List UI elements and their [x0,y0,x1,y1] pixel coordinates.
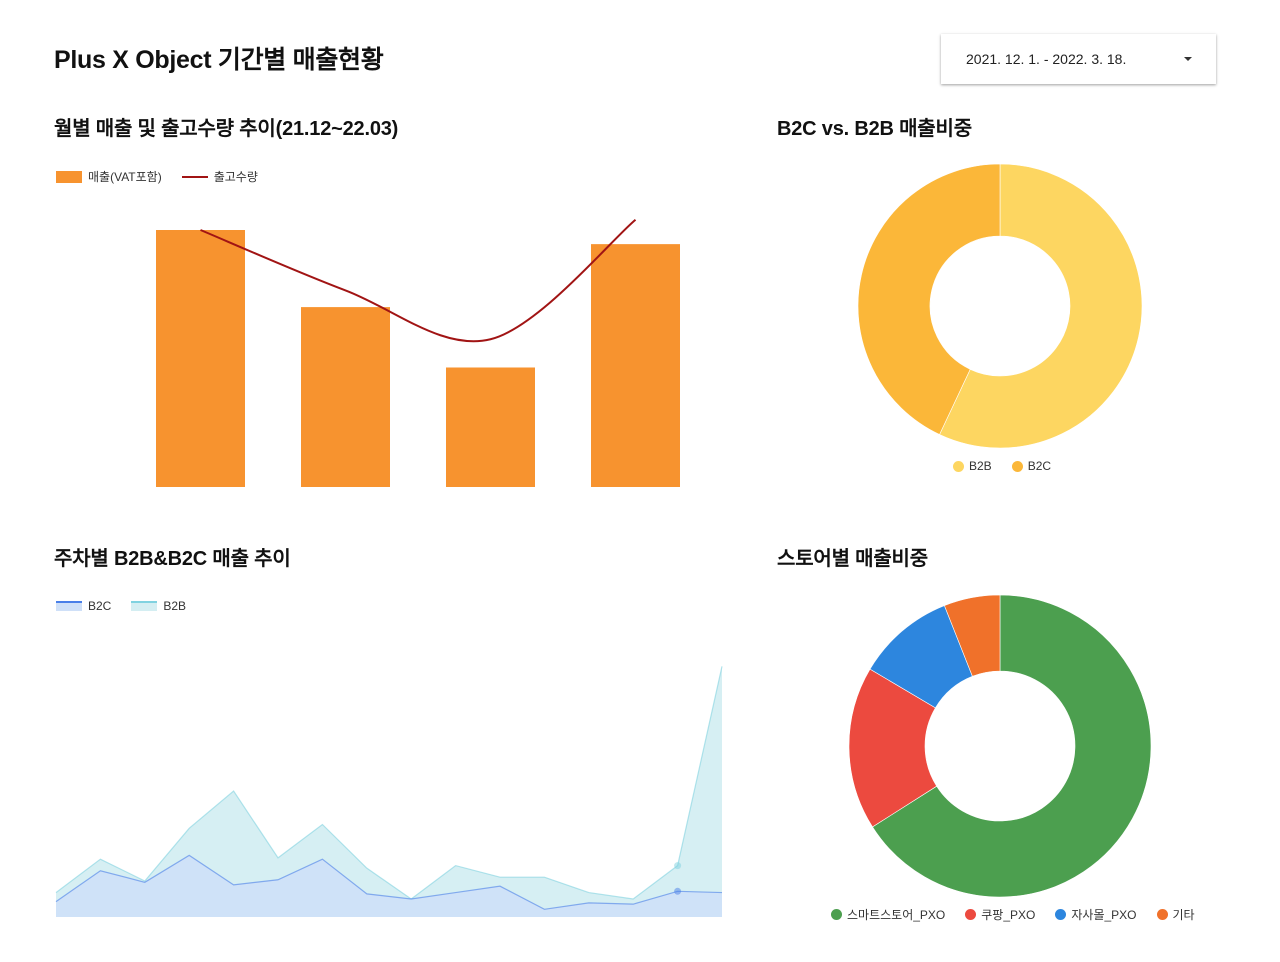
legend-item-etc[interactable]: 기타 [1156,906,1195,923]
store-chart-title: 스토어별 매출비중 [777,548,928,570]
chevron-down-icon[interactable] [1184,57,1192,61]
legend-label-b2c-share: B2C [1027,459,1052,473]
legend-dot-b2b [953,460,964,472]
point-b2b-w15 [674,862,682,870]
legend-dot-smartstore [831,909,842,920]
weekly-legend: B2C B2B [56,599,186,613]
date-range-text: 2021. 12. 1. - 2022. 3. 18. [966,51,1127,67]
legend-item-coupang[interactable]: 쿠팡_PXO [965,906,1035,923]
b2c-b2b-legend: B2B B2C [953,459,1051,473]
legend-label-b2b-share: B2B [969,459,992,473]
legend-label-ownmall: 자사몰_PXO [1071,908,1137,922]
legend-label-etc: 기타 [1172,908,1195,922]
line-b2b [55,666,723,900]
legend-label-shipments: 출고수량 [213,170,258,184]
legend-item-b2b[interactable]: B2B [131,599,186,613]
b2c-b2b-donut-chart [857,163,1143,449]
legend-label-sales: 매출(VAT포함) [88,170,162,184]
legend-item-b2c-share[interactable]: B2C [1011,459,1052,473]
slice-1 [857,163,1001,435]
legend-dot-ownmall [1055,909,1067,920]
store-legend: 스마트스토어_PXO 쿠팡_PXO 자사몰_PXO 기타 [831,906,1195,923]
weekly-area-chart [55,666,723,917]
monthly-chart-title: 월별 매출 및 출고수량 추이(21.12~22.03) [54,118,399,140]
legend-item-sales[interactable]: 매출(VAT포함) [56,168,162,185]
date-range-picker[interactable]: 2021. 12. 1. - 2022. 3. 18. [941,34,1216,84]
bar-22.01 [301,307,390,487]
legend-label-b2b: B2B [163,599,187,613]
legend-item-b2b-share[interactable]: B2B [953,459,992,473]
b2c-b2b-chart-title: B2C vs. B2B 매출비중 [777,118,972,140]
bar-21.12 [156,230,245,487]
legend-label-coupang: 쿠팡_PXO [981,908,1036,922]
point-b2c-w15 [674,887,682,895]
area-b2b [56,666,722,917]
legend-swatch-b2c [56,601,82,611]
store-donut-chart [848,594,1152,898]
slice-3 [944,594,1001,677]
monthly-legend: 매출(VAT포함) 출고수량 [56,168,258,185]
bar-22.03 [591,244,680,487]
page-title: Plus X Object 기간별 매출현황 [54,46,384,74]
slice-1 [848,668,938,828]
legend-swatch-shipments [181,175,208,178]
area-b2c [56,855,722,917]
legend-swatch-sales [56,170,82,183]
legend-item-shipments[interactable]: 출고수량 [181,168,258,185]
monthly-combo-chart [156,218,680,487]
legend-dot-etc [1156,909,1168,920]
legend-item-b2c[interactable]: B2C [56,599,111,613]
legend-item-ownmall[interactable]: 자사몰_PXO [1055,906,1137,923]
slice-0 [872,594,1152,898]
legend-swatch-b2b [131,601,158,611]
legend-label-smartstore: 스마트스토어_PXO [847,908,946,922]
legend-dot-b2c [1011,460,1023,472]
bar-22.02 [446,367,535,487]
shipments-line [200,218,637,343]
slice-0 [939,163,1143,449]
line-b2c [55,854,723,910]
legend-label-b2c: B2C [88,599,112,613]
legend-item-smartstore[interactable]: 스마트스토어_PXO [831,906,945,923]
legend-dot-coupang [965,909,977,920]
weekly-chart-title: 주차별 B2B&B2C 매출 추이 [54,548,291,570]
